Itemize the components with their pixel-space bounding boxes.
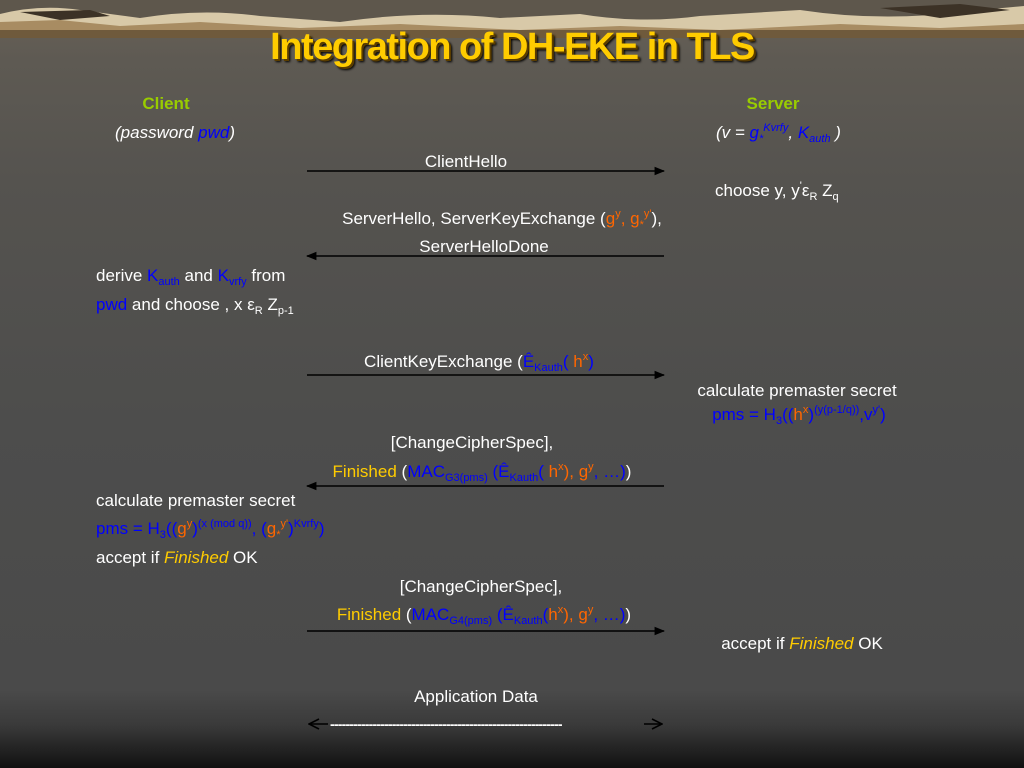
application-data-label: Application Data [414,687,538,706]
client-calc-premaster: calculate premaster secret [96,491,296,510]
msg-server-hello: ServerHello, ServerKeyExchange (gy, g*y'… [342,208,662,231]
msg-change-cipher-spec-1: [ChangeCipherSpec], [390,433,554,452]
server-accept: accept if Finished OK [721,634,883,653]
client-accept: accept if Finished OK [96,548,258,567]
msg-client-hello: ClientHello [424,152,508,171]
client-password: (password pwd) [115,123,235,142]
client-pms-formula: pms = H3((gy)(x (mod q)), (g*y')Kvrfy) [96,518,325,541]
msg-change-cipher-spec-2: [ChangeCipherSpec], [399,577,563,596]
msg-finished-1: Finished (MACG3(pms) (ÊKauth( hx), gy, …… [332,461,632,484]
msg-client-key-exchange: ClientKeyExchange (ÊKauth( hx) [364,351,594,374]
msg-finished-2: Finished (MACG4(pms) (ÊKauth(hx), gy, …)… [336,604,632,627]
server-pms-formula: pms = H3((hx)(y(p-1/q)),vy') [712,404,886,427]
title-banner [0,0,1024,38]
client-label: Client [142,94,190,113]
server-verifier: (v = g*Kvrfy, Kauth ) [716,122,841,145]
client-derive-line1: derive Kauth and Kvrfy from [96,266,286,288]
slide-title: Integration of DH-EKE in TLS [270,26,755,68]
server-calc-premaster: calculate premaster secret [697,381,897,400]
server-choose-y: choose y, y'εR Zq [715,180,839,203]
msg-server-hello-done: ServerHelloDone [419,237,549,256]
server-label: Server [746,94,800,113]
application-data-dashes: ----------------------------------------… [330,716,563,732]
client-derive-line2: pwd and choose , x εR Zp-1 [96,295,294,317]
